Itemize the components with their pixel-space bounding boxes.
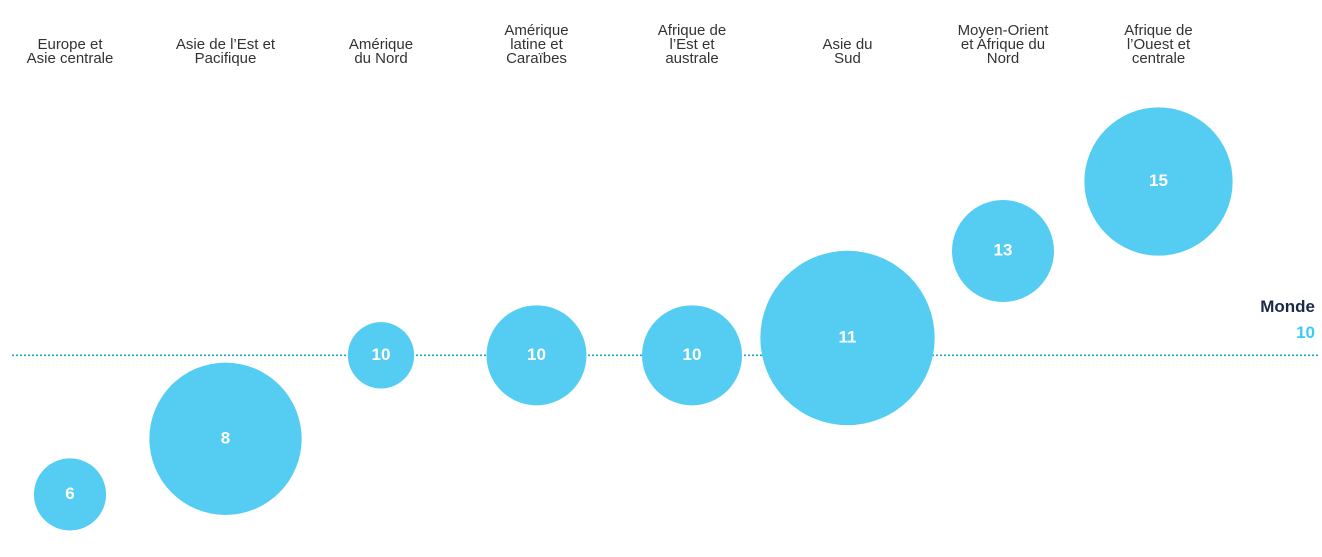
value-label: 13 bbox=[994, 241, 1013, 260]
value-label: 11 bbox=[839, 327, 857, 346]
category-label: Moyen-Orient et Afrique du Nord bbox=[957, 22, 1049, 67]
category-label: Europe et Asie centrale bbox=[26, 36, 114, 67]
bubble bbox=[760, 250, 935, 426]
category-label: Afrique de l’Est et australe bbox=[657, 22, 727, 67]
bubble bbox=[33, 458, 107, 531]
value-label: 10 bbox=[527, 345, 546, 364]
value-label: 6 bbox=[65, 484, 74, 503]
category-label: Amérique latine et Caraïbes bbox=[504, 22, 569, 67]
bubble bbox=[642, 305, 742, 406]
category-label: Asie du Sud bbox=[822, 36, 873, 67]
reference-value: 10 bbox=[1296, 323, 1315, 342]
bubble bbox=[1084, 107, 1233, 256]
category-label: Amérique du Nord bbox=[348, 36, 414, 67]
bubble bbox=[149, 362, 302, 515]
value-label: 15 bbox=[1149, 171, 1168, 190]
category-label: Asie de l’Est et Pacifique bbox=[175, 36, 276, 67]
value-label: 10 bbox=[683, 345, 702, 364]
bubble bbox=[347, 322, 415, 389]
bubble bbox=[952, 200, 1054, 303]
bubble bbox=[486, 305, 587, 406]
reference-label: Monde bbox=[1260, 297, 1315, 316]
value-label: 8 bbox=[221, 428, 230, 447]
value-label: 10 bbox=[372, 345, 391, 364]
category-label: Afrique de l’Ouest et centrale bbox=[1124, 22, 1193, 67]
